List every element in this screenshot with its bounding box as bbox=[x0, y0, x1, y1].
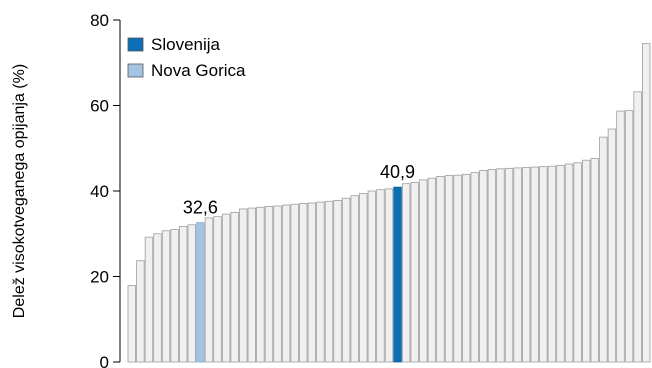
bar bbox=[127, 285, 136, 363]
bar bbox=[213, 216, 222, 363]
bar bbox=[179, 226, 188, 363]
bar-slovenija bbox=[393, 186, 402, 363]
bar bbox=[136, 260, 145, 363]
bar bbox=[436, 176, 445, 363]
y-tick-label: 20 bbox=[90, 268, 109, 287]
bar bbox=[642, 43, 651, 363]
bar bbox=[624, 110, 634, 363]
bar bbox=[187, 224, 196, 363]
data-label: 40,9 bbox=[380, 162, 415, 182]
bar bbox=[256, 206, 265, 363]
bar bbox=[221, 213, 231, 363]
bar bbox=[324, 200, 334, 363]
legend: Slovenija Nova Gorica bbox=[127, 35, 246, 80]
bar bbox=[204, 217, 214, 363]
legend-swatch bbox=[127, 37, 144, 52]
bar bbox=[341, 197, 351, 363]
bar bbox=[564, 163, 574, 363]
bar bbox=[299, 202, 308, 363]
bar bbox=[479, 170, 488, 363]
bar bbox=[461, 173, 471, 363]
y-tick-label: 80 bbox=[90, 11, 109, 30]
bar bbox=[350, 195, 359, 363]
bar bbox=[230, 211, 239, 363]
bar bbox=[487, 169, 497, 363]
bar bbox=[307, 202, 317, 363]
bar bbox=[590, 158, 599, 363]
bar bbox=[333, 200, 342, 363]
legend-swatch bbox=[127, 63, 144, 78]
bar bbox=[470, 172, 479, 363]
bar bbox=[427, 177, 437, 363]
data-label: 32,6 bbox=[183, 198, 218, 218]
bar bbox=[453, 174, 462, 363]
legend-label: Slovenija bbox=[151, 35, 221, 54]
bars bbox=[127, 43, 651, 363]
bar bbox=[384, 188, 394, 363]
bar bbox=[144, 236, 154, 363]
bar bbox=[410, 182, 419, 363]
legend-label: Nova Gorica bbox=[151, 61, 246, 80]
bar bbox=[290, 203, 299, 363]
y-tick-label: 60 bbox=[90, 97, 109, 116]
y-tick-label: 0 bbox=[100, 353, 109, 368]
bar bbox=[573, 162, 582, 363]
bar bbox=[367, 190, 377, 363]
bar bbox=[273, 205, 282, 363]
bar bbox=[633, 91, 642, 363]
bar bbox=[547, 165, 557, 363]
bar bbox=[539, 166, 548, 363]
bar bbox=[556, 164, 565, 363]
bar bbox=[376, 189, 385, 363]
y-axis-title: Delež visokotveganega opijanja (%) bbox=[11, 64, 28, 318]
bar bbox=[401, 183, 411, 363]
bar bbox=[530, 166, 539, 363]
bar-nova-gorica bbox=[196, 222, 205, 363]
bar bbox=[496, 168, 505, 363]
y-axis: 0 20 40 60 80 bbox=[90, 11, 121, 368]
bar bbox=[170, 229, 179, 363]
bar bbox=[599, 136, 608, 363]
bar bbox=[513, 167, 522, 363]
annotations: 32,6 40,9 bbox=[183, 162, 415, 217]
bar bbox=[316, 201, 325, 363]
bar bbox=[153, 233, 162, 363]
bar bbox=[504, 167, 514, 363]
bar bbox=[616, 110, 625, 363]
bar bbox=[521, 167, 531, 363]
bar bbox=[264, 205, 274, 363]
bar bbox=[239, 208, 248, 363]
bar bbox=[419, 179, 428, 363]
bar bbox=[582, 159, 591, 363]
bar bbox=[281, 204, 291, 363]
y-tick-label: 40 bbox=[90, 182, 109, 201]
bar bbox=[161, 230, 171, 363]
bar bbox=[444, 175, 454, 363]
bar bbox=[359, 193, 368, 363]
bar bbox=[607, 128, 617, 363]
bar bbox=[247, 207, 256, 363]
